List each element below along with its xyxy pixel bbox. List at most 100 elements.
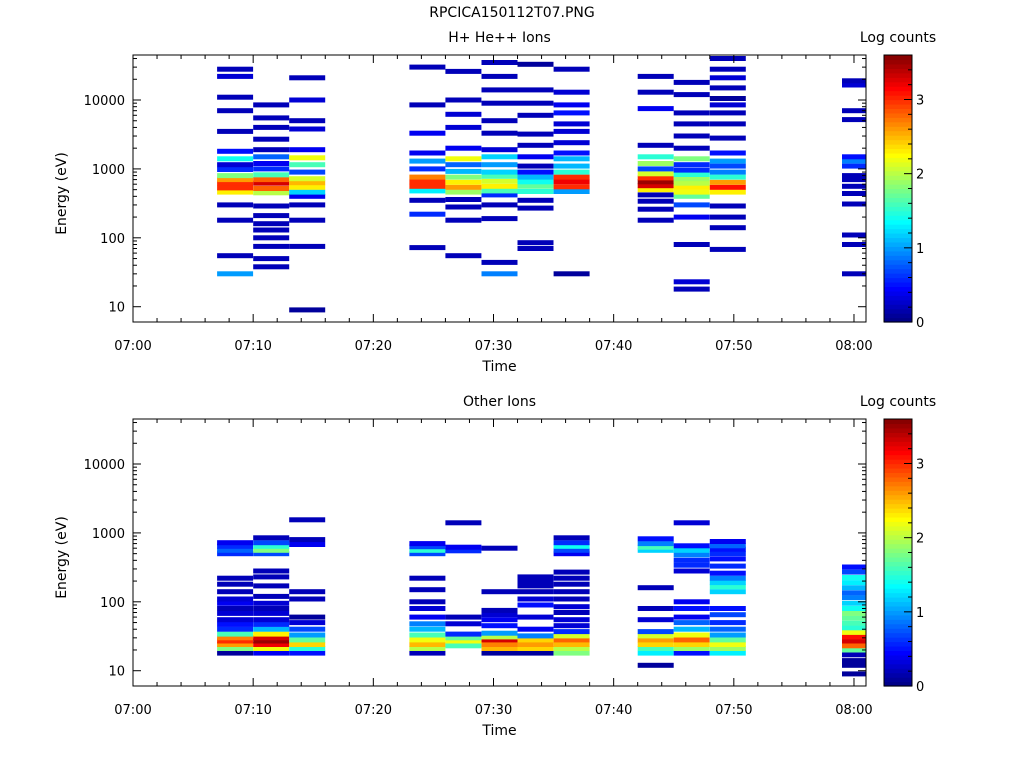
data-cell [553,110,590,116]
data-cell [481,60,518,65]
data-cell [481,650,518,656]
data-cell [289,126,326,132]
data-cell [217,551,254,557]
data-cell [253,606,290,611]
data-cell [217,128,254,134]
data-cell [217,177,254,183]
data-cell [842,78,866,84]
data-cell [409,632,446,638]
data-cell [842,634,866,640]
data-cell [217,610,254,616]
colorbar-segment [884,530,912,536]
colorbar-segment [884,681,912,687]
colorbar-segment [884,570,912,576]
data-cell [481,192,518,198]
data-cell [709,174,746,180]
colorbar-segment [884,601,912,607]
data-cell [709,626,746,632]
data-cell [253,547,290,553]
data-cell [637,142,674,148]
x-tick-label: 08:00 [835,703,872,718]
data-cell [553,629,590,635]
data-cell [217,185,254,191]
colorbar-segment [884,632,912,638]
data-cell [289,589,326,595]
data-cell [637,206,674,212]
data-cell [637,642,674,647]
data-cell [517,626,554,632]
data-cell [673,162,710,168]
colorbar-segment [884,112,912,118]
data-cell [445,631,482,637]
data-cell [673,614,710,620]
colorbar-segment [884,659,912,665]
data-cell [481,612,518,618]
colorbar-tick-label: 2 [916,532,924,547]
x-tick-label: 07:40 [595,339,632,354]
data-cell [289,118,326,124]
data-cell [253,227,290,233]
data-cell [637,629,674,635]
colorbar-segment [884,197,912,203]
data-cell [553,604,590,610]
y-axis-label: Energy (eV) [54,516,70,599]
colorbar-segment [884,481,912,487]
data-cell [517,596,554,602]
data-cell [217,631,254,637]
colorbar-segment [884,459,912,465]
colorbar-segment [884,63,912,69]
data-cell [217,600,254,606]
data-cell [253,638,290,644]
data-cell [445,217,482,223]
colorbar-segment [884,619,912,625]
data-cell [481,183,518,189]
data-cell [842,183,866,189]
data-cell [289,517,326,523]
data-cell [217,638,254,644]
colorbar-segment [884,86,912,92]
data-cell [517,246,554,251]
y-axis-label: Energy (eV) [54,152,70,235]
data-cell [709,66,746,72]
data-cell [637,544,674,550]
data-cell [409,575,446,581]
colorbar-segment [884,476,912,482]
data-cell [637,606,674,611]
data-cell [709,163,746,169]
data-cell [842,201,866,207]
data-cell [842,658,866,664]
data-cell [673,110,710,116]
data-cell [842,108,866,114]
data-cell [673,286,710,292]
data-cell [409,102,446,108]
data-cell [217,173,254,179]
data-cell [709,110,746,116]
data-cell [409,587,446,593]
data-cell [481,589,518,595]
data-cell [445,643,482,649]
x-axis-label: Time [481,359,516,375]
data-cell [481,637,518,643]
data-cell [445,179,482,185]
data-cell [709,96,746,101]
x-tick-label: 07:10 [234,703,271,718]
x-axis-label: Time [481,723,516,739]
colorbar-segment [884,610,912,616]
data-cell [517,61,554,67]
data-cell [481,617,518,623]
colorbar-segment [884,423,912,429]
data-cell [253,190,290,196]
data-cell [217,108,254,114]
data-cell [481,87,518,93]
data-cell [409,547,446,553]
y-tick-label: 10 [108,665,125,680]
colorbar-segment [884,521,912,527]
data-cell [517,179,554,185]
data-cell [842,652,866,658]
data-cell [553,617,590,623]
data-cell [709,589,746,595]
data-cell [553,633,590,639]
colorbar-segment [884,534,912,540]
data-cell [553,128,590,134]
data-cell [517,154,554,160]
